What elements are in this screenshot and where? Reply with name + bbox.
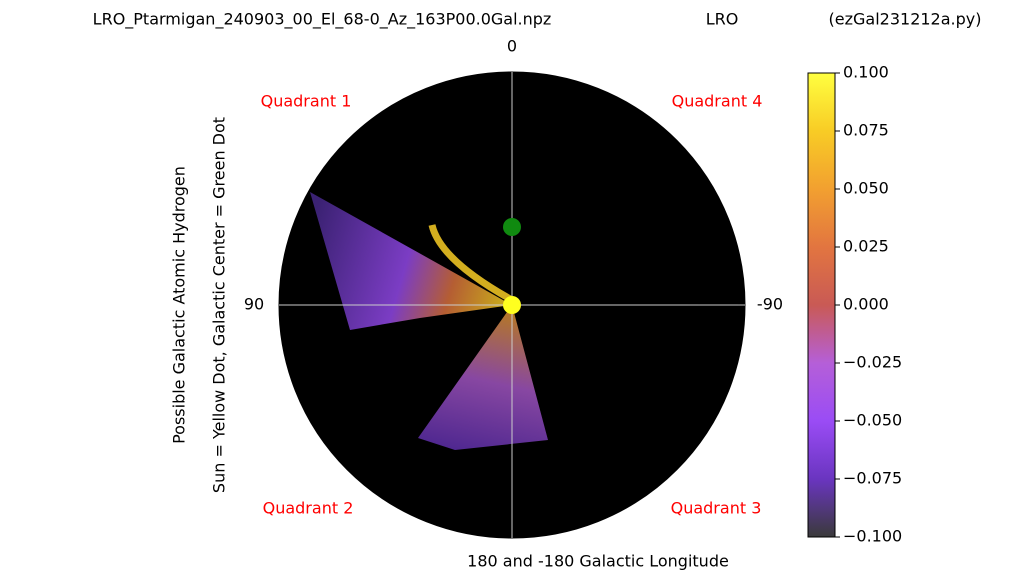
colorbar-tick-label: 0.075 xyxy=(843,121,889,140)
y-label: Possible Galactic Atomic Hydrogen xyxy=(170,166,189,444)
title-right: (ezGal231212a.py) xyxy=(829,10,982,29)
colorbar-tick-label: −0.050 xyxy=(843,411,902,430)
emission-wedge xyxy=(418,305,548,450)
colorbar-tick-label: −0.075 xyxy=(843,469,902,488)
quadrant-label: Quadrant 2 xyxy=(263,499,354,518)
colorbar-tick-label: −0.100 xyxy=(843,527,902,546)
quadrant-label: Quadrant 1 xyxy=(261,92,352,111)
colorbar-tick-label: −0.025 xyxy=(843,353,902,372)
colorbar-tick-label: 0.000 xyxy=(843,295,889,314)
sun-dot xyxy=(503,296,521,314)
title-center: LRO xyxy=(706,10,739,29)
galactic-center-dot xyxy=(503,218,521,236)
colorbar-tick-label: 0.050 xyxy=(843,179,889,198)
colorbar-tick-label: 0.100 xyxy=(843,63,889,82)
quadrant-label: Quadrant 4 xyxy=(672,92,763,111)
angle-label: -90 xyxy=(757,295,783,314)
colorbar xyxy=(807,72,836,538)
angle-label: 0 xyxy=(507,37,517,56)
colorbar-tick-label: 0.025 xyxy=(843,237,889,256)
title: LRO_Ptarmigan_240903_00_El_68-0_Az_163P0… xyxy=(93,10,552,30)
emission-arc xyxy=(428,224,514,304)
y-label: Sun = Yellow Dot, Galactic Center = Gree… xyxy=(210,117,229,493)
angle-label: 90 xyxy=(244,295,264,314)
angle-label: 180 and -180 Galactic Longitude xyxy=(467,552,729,571)
emission-wedge xyxy=(310,192,512,330)
quadrant-label: Quadrant 3 xyxy=(671,499,762,518)
